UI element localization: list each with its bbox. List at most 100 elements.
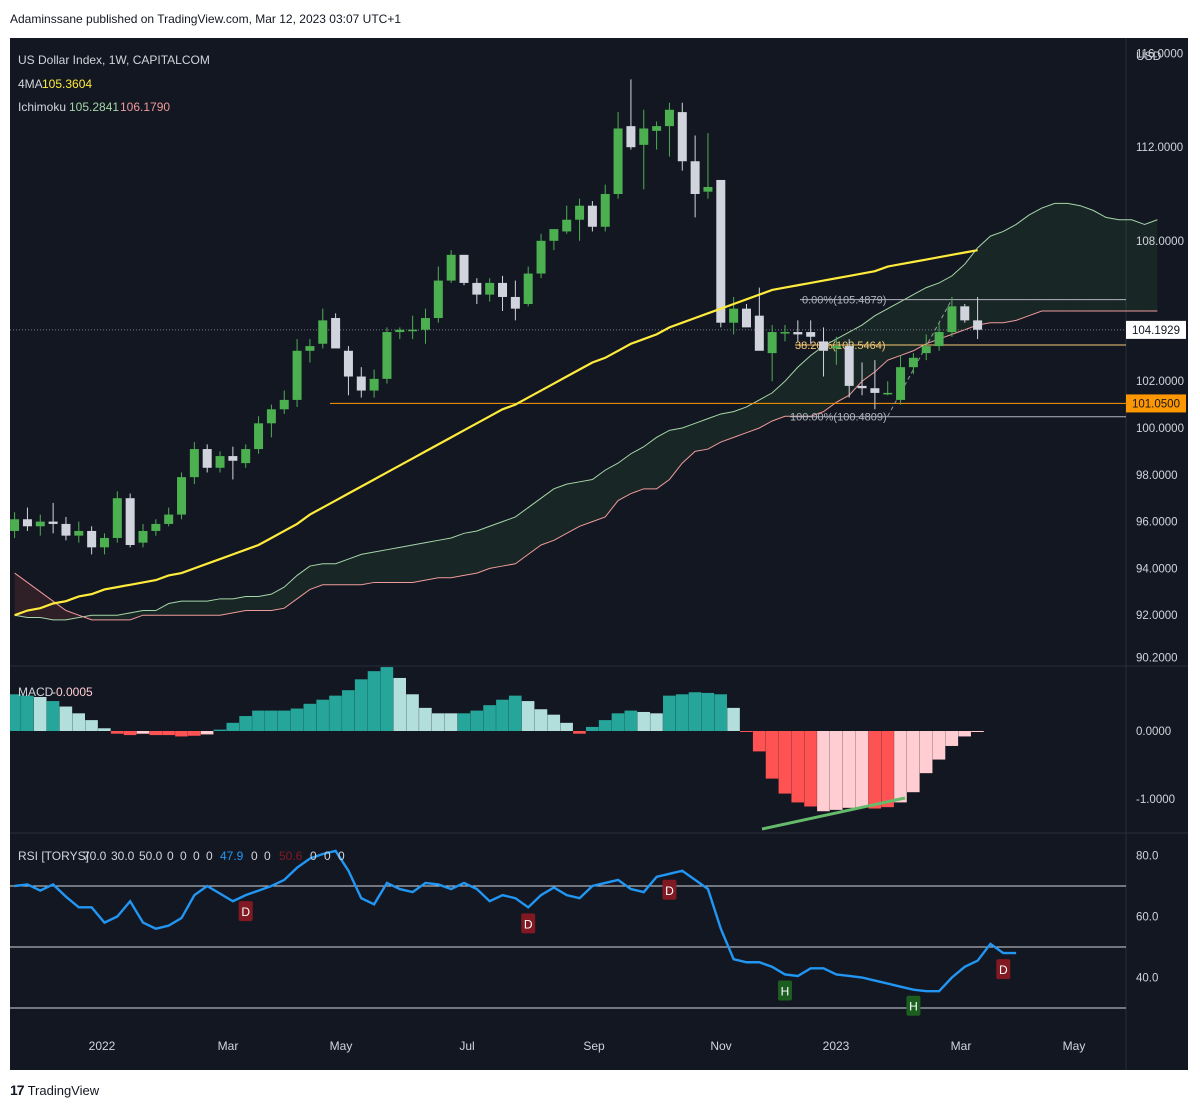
chart-area[interactable]: 0.00%(105.4879) 38.20%(103.5464) 100.00%(1… bbox=[10, 38, 1188, 1070]
macd-bar bbox=[239, 716, 252, 731]
macd-bar bbox=[162, 731, 175, 736]
macd-tick-label: -1.0000 bbox=[1136, 794, 1175, 806]
legend-rsi-param: 0 bbox=[206, 849, 213, 863]
cloud-segment bbox=[566, 481, 580, 534]
support-price-text: 101.0500 bbox=[1132, 398, 1180, 410]
cloud-segment bbox=[117, 612, 131, 620]
cloud-segment bbox=[1093, 210, 1106, 311]
candle-body bbox=[652, 126, 662, 131]
marker-text: H bbox=[781, 984, 790, 998]
cloud-segment bbox=[797, 355, 811, 417]
cloud-segment bbox=[605, 463, 619, 517]
macd-bar bbox=[521, 701, 535, 731]
macd-bar bbox=[123, 731, 137, 736]
legend-ichimoku-label[interactable]: Ichimoku bbox=[18, 100, 66, 114]
candle-body bbox=[241, 449, 251, 464]
candle-body bbox=[138, 530, 148, 543]
chart-background bbox=[10, 38, 1188, 1070]
macd-bar bbox=[637, 711, 650, 731]
candle-body bbox=[382, 332, 392, 379]
legend-rsi-param: 0 bbox=[338, 849, 345, 863]
candle-body bbox=[408, 329, 418, 332]
rsi-tick-label: 80.0 bbox=[1136, 851, 1158, 863]
cloud-segment bbox=[130, 610, 143, 620]
cloud-segment bbox=[104, 615, 118, 620]
macd-bar bbox=[804, 731, 817, 807]
time-tick-label: 2023 bbox=[823, 1039, 850, 1053]
macd-bar bbox=[316, 699, 329, 731]
macd-bar bbox=[932, 731, 946, 760]
time-tick-label: Jul bbox=[459, 1039, 474, 1053]
candle-body bbox=[973, 320, 983, 330]
legend-ichimoku-b: 106.1790 bbox=[120, 100, 170, 114]
marker-box bbox=[521, 913, 536, 934]
legend-rsi[interactable]: RSI [TORYS] 70.0 30.0 50.0 0 0 0 0 47.9 … bbox=[18, 849, 345, 863]
macd-bar bbox=[187, 731, 201, 736]
cloud-segment bbox=[386, 547, 400, 583]
cloud-segment bbox=[412, 542, 426, 583]
macd-bar bbox=[791, 731, 805, 803]
price-tick-label: 102.0000 bbox=[1136, 376, 1184, 388]
cloud-segment bbox=[271, 587, 285, 611]
macd-bar bbox=[470, 710, 484, 731]
macd-bar bbox=[727, 707, 740, 731]
macd-bar bbox=[110, 731, 124, 734]
cloud-segment bbox=[733, 406, 747, 438]
price-tick-label: 112.0000 bbox=[1136, 142, 1183, 154]
legend-ma-label[interactable]: 4MA bbox=[18, 77, 43, 91]
candle-body bbox=[536, 240, 546, 274]
rsi-line bbox=[14, 849, 1017, 993]
macd-bar bbox=[419, 707, 432, 731]
macd-bar bbox=[919, 731, 933, 774]
candle-body bbox=[664, 109, 674, 127]
candle-body bbox=[562, 219, 572, 232]
candle-body bbox=[729, 308, 739, 323]
cloud-segment bbox=[746, 399, 760, 433]
candle-body bbox=[87, 530, 97, 548]
cloud-segment bbox=[65, 610, 79, 620]
legend-rsi-label: RSI [TORYS] bbox=[18, 849, 89, 863]
macd-bar bbox=[752, 731, 766, 752]
candle-body bbox=[908, 357, 918, 368]
macd-bar bbox=[663, 695, 676, 731]
cloud-segment bbox=[1016, 215, 1029, 321]
macd-bar bbox=[483, 705, 496, 731]
candle-body bbox=[35, 521, 45, 527]
candle-body bbox=[677, 112, 687, 162]
footer: 17 TradingView bbox=[10, 1080, 99, 1100]
marker-text: D bbox=[665, 884, 674, 898]
macd-bar bbox=[701, 692, 715, 731]
macd-bar bbox=[829, 731, 843, 810]
cloud-segment bbox=[168, 601, 182, 616]
price-levels: 0.00%(105.4879) 38.20%(103.5464) 100.00%(1… bbox=[10, 295, 1126, 424]
bearish-divergence-marker: D bbox=[662, 879, 677, 900]
chart-canvas[interactable]: 0.00%(105.4879) 38.20%(103.5464) 100.00%(1… bbox=[10, 38, 1188, 1070]
candle-body bbox=[549, 229, 559, 241]
cloud-segment bbox=[476, 526, 490, 574]
legend-macd-label[interactable]: MACD bbox=[18, 685, 54, 699]
publish-header: Adaminssane published on TradingView.com… bbox=[0, 0, 1200, 38]
candle-body bbox=[485, 282, 495, 295]
candle-body bbox=[279, 399, 289, 410]
price-axis-unit: USD bbox=[1136, 49, 1162, 63]
cloud-segment bbox=[553, 484, 567, 541]
macd-bar bbox=[534, 709, 548, 731]
macd-bar bbox=[136, 731, 150, 734]
cloud-segment bbox=[245, 596, 259, 611]
cloud-segment bbox=[1118, 219, 1132, 311]
cloud-segment bbox=[630, 446, 644, 494]
cloud-segment bbox=[990, 231, 1004, 323]
macd-bar bbox=[342, 690, 355, 731]
candle-body bbox=[754, 315, 764, 351]
macd-bar bbox=[290, 708, 304, 731]
marker-text: D bbox=[999, 963, 1008, 977]
cloud-segment bbox=[707, 413, 721, 450]
cloud-segment bbox=[489, 521, 503, 569]
cloud-segment bbox=[515, 507, 529, 564]
candle-body bbox=[459, 254, 469, 283]
cloud-segment bbox=[874, 308, 888, 372]
candle-body bbox=[228, 456, 238, 461]
macd-bar bbox=[714, 694, 727, 731]
legend-symbol[interactable]: US Dollar Index, 1W, CAPITALCOM bbox=[18, 53, 210, 67]
cloud-segment bbox=[361, 552, 375, 585]
